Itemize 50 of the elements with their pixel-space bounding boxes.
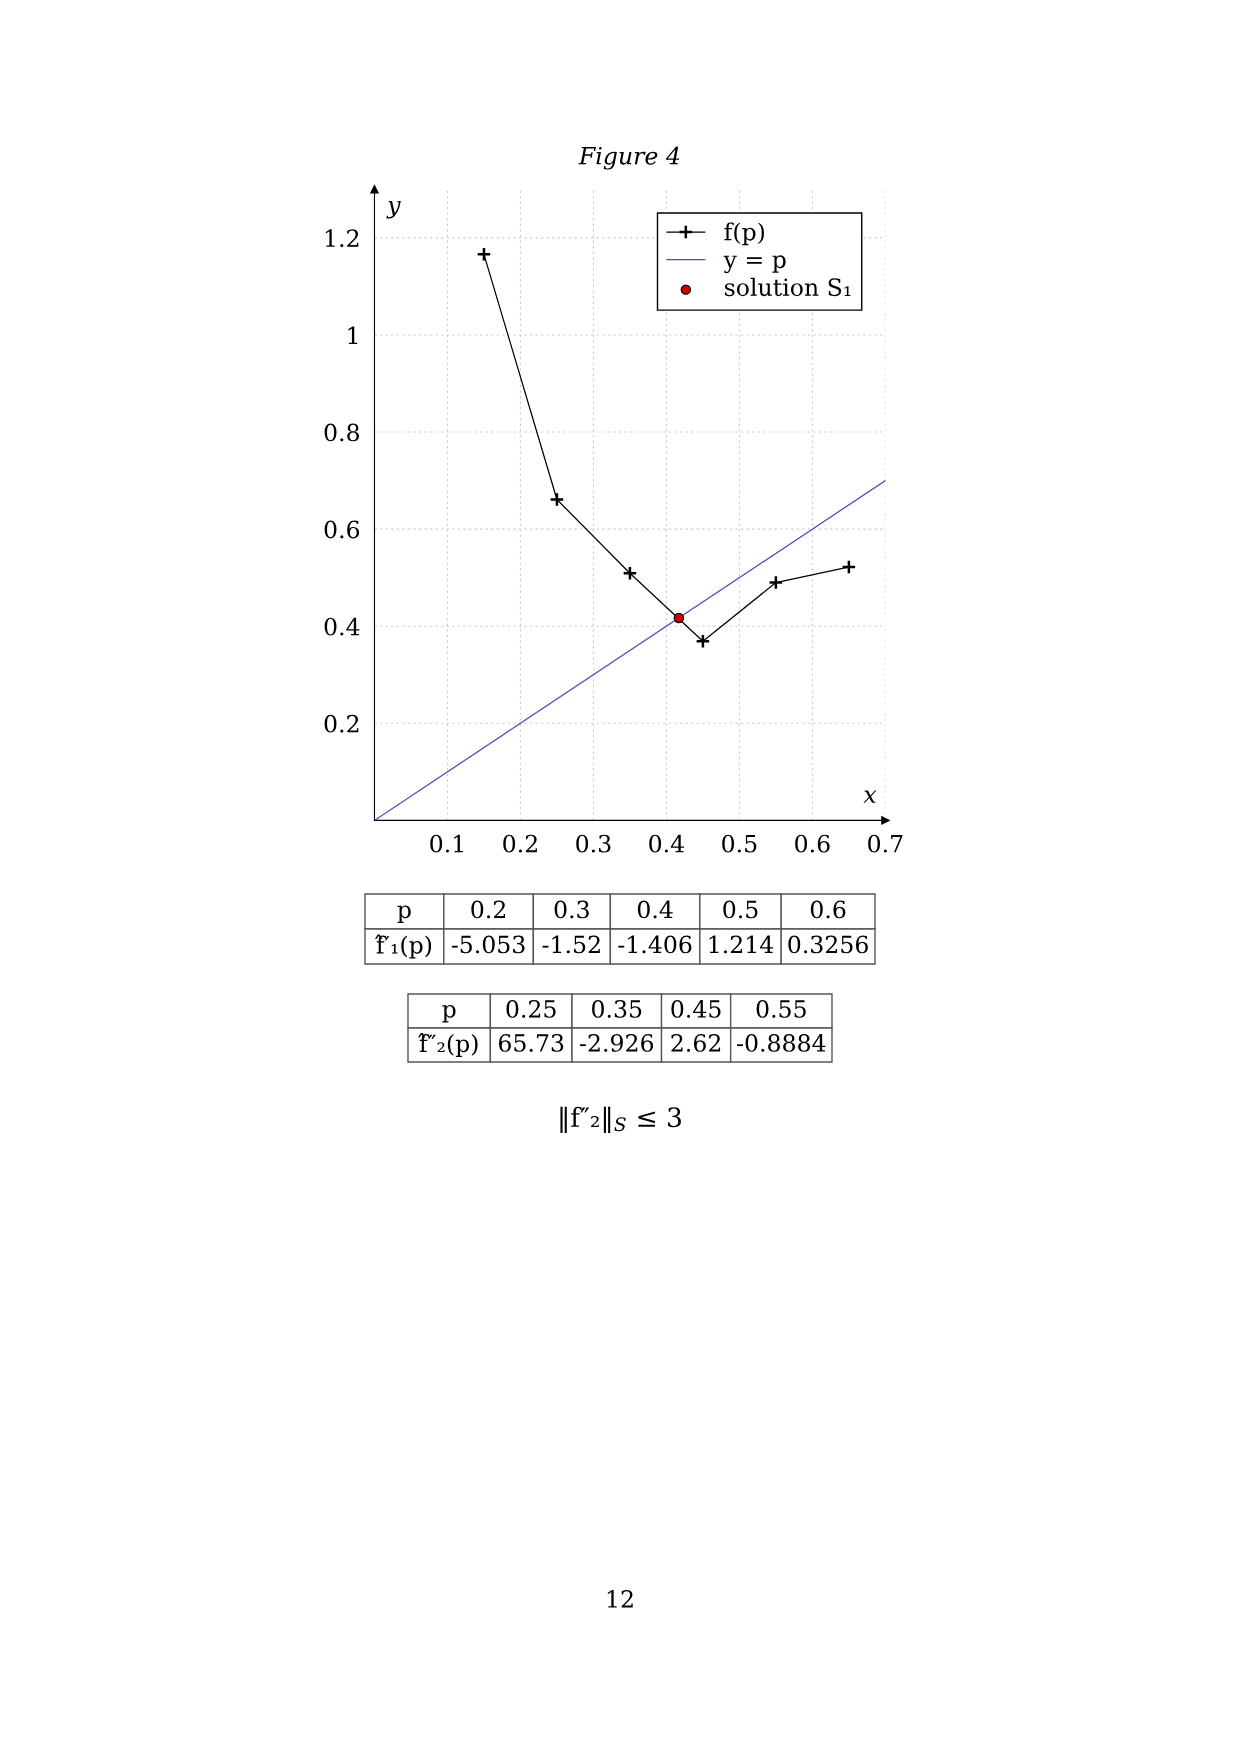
x-tick-label: 0.4 [649,834,684,853]
text: 65.73 [498,1033,564,1052]
y-tick-label: 1.2 [325,229,359,248]
text: -1.406 [618,935,692,954]
text: p [442,1004,456,1023]
text: 1.214 [709,935,774,954]
text: ‖f″₂‖$_{S}$ ≤ 3 [560,1106,681,1134]
text: 0.25 [506,999,556,1018]
text: 0.55 [756,999,806,1018]
x-tick-label: 0.7 [868,834,903,853]
x-axis-title: x [863,790,877,803]
text: -2.926 [580,1033,654,1052]
x-tick-label: 0.1 [430,834,463,853]
y-tick-label: 0.8 [324,423,359,442]
x-tick-label: 0.3 [576,834,611,853]
legend-label: y = p [723,255,786,274]
text: p [397,905,411,923]
text: f̂″₂(p) [418,1033,478,1057]
y-tick-label: 0.6 [324,520,360,539]
text: -0.8884 [737,1033,826,1052]
text: -5.053 [451,935,525,954]
text: f̂′₁(p) [375,934,432,959]
x-tick-label: 0.2 [503,834,537,853]
y-tick-label: 0.2 [324,714,359,733]
point [476,246,492,262]
chart-title: Figure 4 [578,146,680,170]
y-tick-label: 0.4 [324,617,360,636]
text: -1.52 [542,935,600,954]
point [549,492,565,508]
text: 0.5 [723,900,758,919]
point [695,633,711,649]
legend-label: f(p) [724,222,765,246]
point [768,575,784,591]
text: 0.3 [554,900,589,919]
y-axis-title: y [386,200,401,219]
x-tick-label: 0.6 [795,834,830,853]
point [841,559,857,575]
text: 2.62 [671,1033,721,1052]
text: 0.45 [671,999,721,1018]
x-tick-label: 0.5 [722,834,757,853]
text: 0.4 [637,900,673,919]
text: 0.3256 [788,935,868,954]
legend-label: solution S₁ [724,277,851,297]
text: 0.35 [592,999,642,1018]
point [622,565,638,581]
text: 0.6 [810,900,846,919]
y-tick-label: 1 [348,326,358,344]
text: 12 [607,1589,633,1608]
text: 0.2 [471,900,506,919]
point [673,612,685,624]
